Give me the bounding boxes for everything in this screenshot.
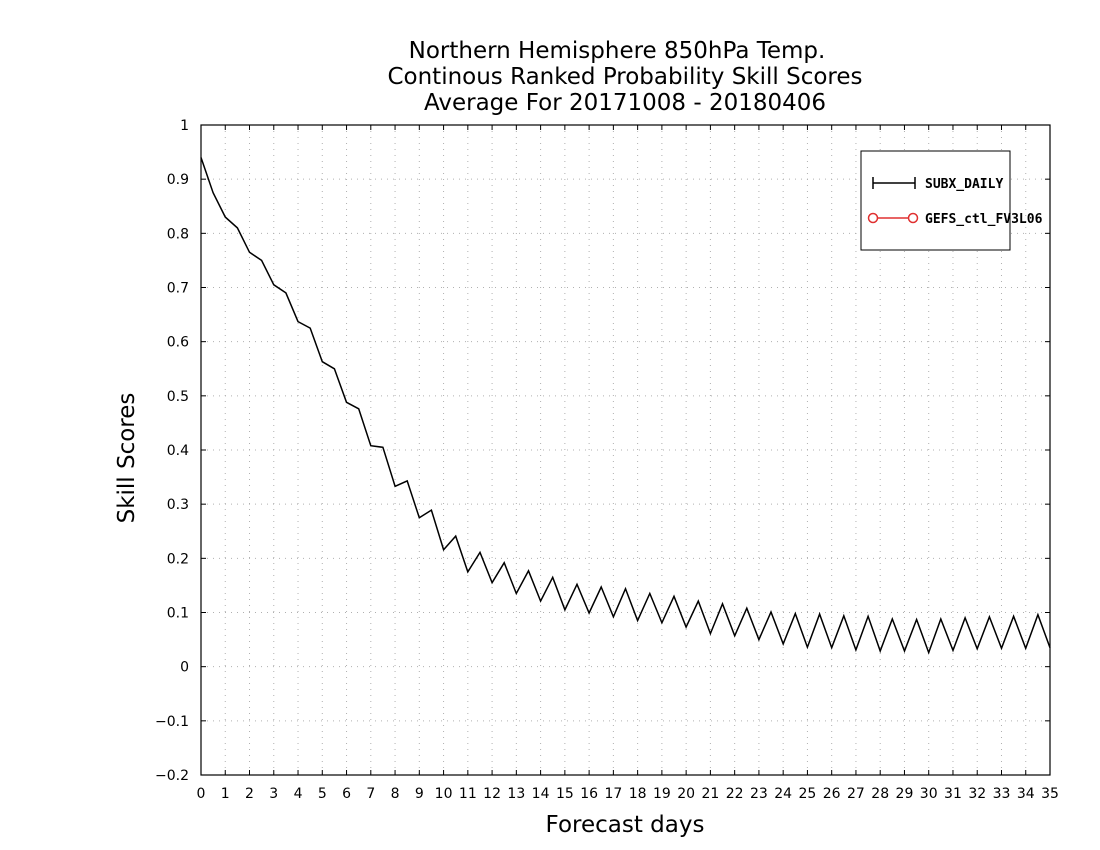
x-tick-label: 7	[366, 786, 375, 802]
y-tick-label: 0.5	[167, 389, 189, 405]
legend-marker-plus-icon	[872, 177, 916, 189]
chart-title: Northern Hemisphere 850hPa Temp. Contino…	[387, 38, 862, 116]
x-tick-label: 26	[823, 786, 841, 802]
x-tick-label: 25	[799, 786, 817, 802]
x-tick-label: 13	[507, 786, 525, 802]
y-axis: −0.2 −0.1 0 0.1 0.2 0.3 0.4 0.5 0.6 0.7 0.8 0.9 1	[155, 118, 1050, 784]
x-tick-label: 1	[221, 786, 230, 802]
y-tick-label: −0.1	[155, 714, 189, 730]
x-tick-label: 20	[677, 786, 695, 802]
series-line	[200, 157, 1051, 655]
x-tick-label: 8	[391, 786, 400, 802]
x-tick-label: 14	[532, 786, 550, 802]
y-tick-label: 0.4	[167, 443, 189, 459]
y-axis-label: Skill Scores	[114, 393, 140, 524]
x-tick-label: 33	[993, 786, 1011, 802]
x-tick-label: 22	[726, 786, 744, 802]
x-tick-label: 27	[847, 786, 865, 802]
legend-marker-circle-icon	[867, 212, 879, 224]
x-tick-label: 35	[1041, 786, 1059, 802]
x-tick-label: 23	[750, 786, 768, 802]
x-tick-label: 5	[318, 786, 327, 802]
x-tick-label: 2	[245, 786, 254, 802]
x-tick-label: 0	[197, 786, 206, 802]
x-tick-label: 12	[483, 786, 501, 802]
x-tick-label: 30	[920, 786, 938, 802]
x-tick-label: 31	[944, 786, 962, 802]
x-tick-label: 21	[701, 786, 719, 802]
x-tick-label: 9	[415, 786, 424, 802]
y-tick-label: 0.6	[167, 335, 189, 351]
x-tick-label: 17	[604, 786, 622, 802]
title-line-2: Continous Ranked Probability Skill Score…	[387, 64, 862, 90]
x-tick-label: 15	[556, 786, 574, 802]
legend: SUBX_DAILY GEFS_ctl_FV3L06	[860, 150, 1043, 251]
y-tick-label: 1	[180, 118, 189, 134]
x-tick-label: 10	[435, 786, 453, 802]
legend-label-subx: SUBX_DAILY	[925, 177, 1003, 192]
x-tick-label: 24	[774, 786, 792, 802]
y-tick-label: 0	[180, 660, 189, 676]
title-line-3: Average For 20171008 - 20180406	[424, 90, 826, 116]
legend-box	[860, 150, 1011, 251]
y-tick-label: −0.2	[155, 768, 189, 784]
grid	[201, 125, 1050, 775]
x-tick-label: 32	[968, 786, 986, 802]
x-tick-label: 19	[653, 786, 671, 802]
x-axis: 0 1 2 3 4 5 6 7 8 9 10 11 12 13 14 15 16 17 18 19 20 21 22 23 24…	[197, 125, 1059, 802]
x-tick-label: 16	[580, 786, 598, 802]
x-tick-label: 11	[459, 786, 477, 802]
title-line-1: Northern Hemisphere 850hPa Temp.	[409, 38, 826, 64]
legend-label-gefs: GEFS_ctl_FV3L06	[925, 212, 1043, 227]
y-tick-label: 0.8	[167, 226, 189, 242]
x-tick-label: 34	[1017, 786, 1035, 802]
x-tick-label: 4	[294, 786, 303, 802]
x-tick-label: 6	[342, 786, 351, 802]
legend-marker-circle-icon	[907, 212, 919, 224]
x-tick-label: 28	[871, 786, 889, 802]
x-tick-label: 18	[629, 786, 647, 802]
y-tick-label: 0.9	[167, 172, 189, 188]
y-tick-label: 0.3	[167, 497, 189, 513]
x-tick-label: 3	[269, 786, 278, 802]
series-layer	[200, 157, 1051, 655]
y-tick-label: 0.7	[167, 281, 189, 297]
y-tick-label: 0.2	[167, 551, 189, 567]
y-tick-label: 0.1	[167, 606, 189, 622]
x-tick-label: 29	[896, 786, 914, 802]
x-axis-label: Forecast days	[546, 812, 705, 838]
